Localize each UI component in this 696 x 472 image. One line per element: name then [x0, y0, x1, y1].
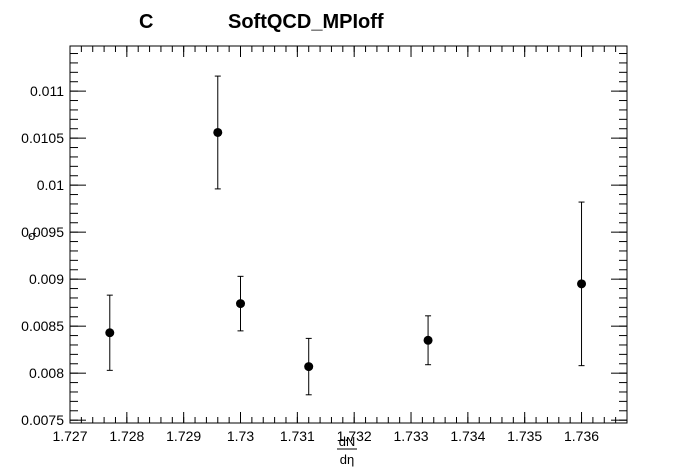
x-tick-label: 1.732: [337, 428, 372, 444]
data-point: [423, 335, 433, 345]
y-tick-label: 0.011: [30, 83, 64, 99]
y-tick-labels: 0.0075 0.008 0.0085 0.009 0.0095 0.01 0.0105 0.…: [21, 83, 64, 428]
data-points: [105, 75, 587, 396]
y-tick-label: 0.0085: [21, 318, 64, 334]
data-point: [304, 362, 314, 372]
x-tick-label: 1.735: [507, 428, 542, 444]
x-tick-label: 1.729: [166, 428, 201, 444]
x-tick-labels: 1.727 1.728 1.729 1.73 1.731 1.732 1.733 1.734 1…: [52, 428, 599, 444]
data-point: [236, 299, 246, 309]
y-tick-label: 0.0095: [21, 224, 64, 240]
y-tick-label: 0.009: [29, 271, 64, 287]
panel-label: C: [139, 11, 153, 33]
x-tick-label: 1.736: [564, 428, 599, 444]
x-tick-label: 1.731: [280, 428, 315, 444]
y-tick-label: 0.0105: [21, 130, 64, 146]
y-tick-label: 0.01: [37, 177, 64, 193]
x-tick-label: 1.733: [393, 428, 428, 444]
data-point: [105, 328, 115, 338]
x-tick-label: 1.728: [109, 428, 144, 444]
x-tick-label: 1.734: [450, 428, 485, 444]
data-point: [213, 127, 223, 137]
data-point: [577, 279, 587, 289]
x-tick-label: 1.727: [52, 428, 87, 444]
x-axis-label-numerator: dN: [339, 434, 356, 449]
chart-title: SoftQCD_MPIoff: [228, 11, 384, 33]
y-tick-label: 0.008: [29, 365, 64, 381]
plot-frame: [69, 45, 628, 424]
x-tick-label: 1.73: [227, 428, 254, 444]
x-axis-label-denominator: dη: [340, 452, 354, 467]
axis-ticks: [69, 46, 628, 423]
y-tick-label: 0.0075: [21, 412, 64, 428]
y-axis-label: σ: [28, 228, 36, 243]
